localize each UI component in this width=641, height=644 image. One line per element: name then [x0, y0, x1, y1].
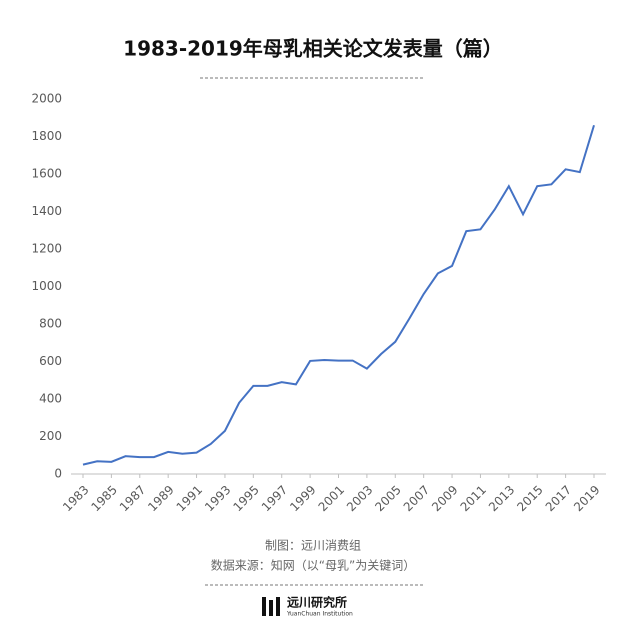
y-tick-label: 2000: [31, 92, 62, 106]
y-tick-label: 1400: [31, 204, 62, 218]
source: 数据来源：知网（以“母乳”为关键词）: [211, 558, 415, 573]
y-tick-label: 600: [39, 354, 62, 368]
credit: 制图：远川消费组: [265, 539, 361, 553]
logo-bar: [262, 597, 266, 616]
y-tick-label: 1600: [31, 167, 62, 181]
logo-icon: [262, 597, 280, 616]
y-tick-label: 200: [39, 429, 62, 443]
logo-bar: [269, 600, 273, 616]
y-tick-label: 1000: [31, 279, 62, 293]
chart-title: 1983-2019年母乳相关论文发表量（篇）: [123, 37, 503, 61]
brand-en: YuanChuan Institution: [286, 611, 353, 618]
logo-bar: [276, 597, 280, 616]
y-tick-label: 0: [54, 467, 62, 481]
y-tick-label: 1800: [31, 129, 62, 143]
data-line: [82, 124, 595, 466]
y-tick-label: 800: [39, 317, 62, 331]
brand: 远川研究所: [287, 595, 347, 610]
y-tick-label: 1200: [31, 242, 62, 256]
y-tick-label: 400: [39, 392, 62, 406]
